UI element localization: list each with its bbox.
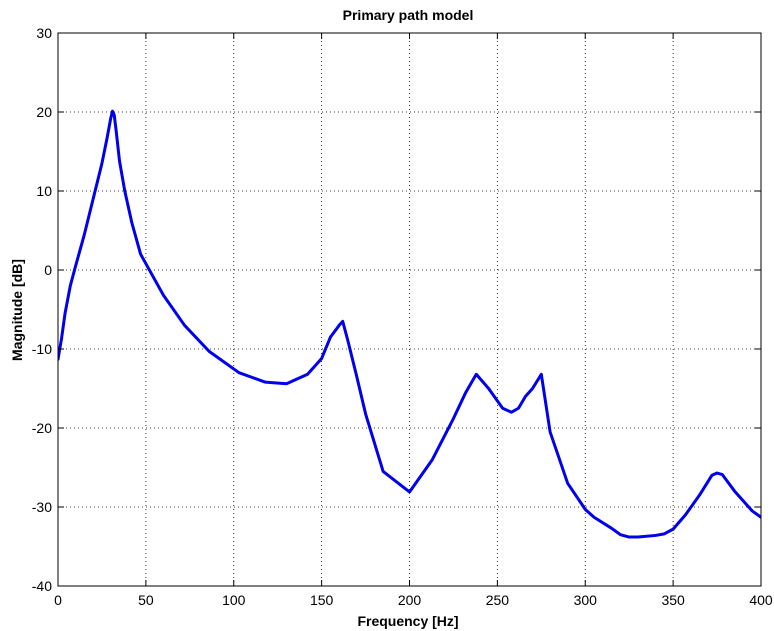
ticks: 0 50 100 150 200 250 300 350 400 -40 -30 -20 -10 0 10 2…: [32, 25, 773, 608]
y-tick-label: 30: [36, 25, 52, 41]
y-tick-label: -10: [32, 341, 52, 357]
y-tick-label: 20: [36, 104, 52, 120]
grid: [58, 33, 761, 586]
x-tick-label: 350: [661, 592, 685, 608]
chart-title: Primary path model: [343, 7, 474, 23]
y-tick-label: -40: [32, 578, 52, 594]
x-tick-label: 400: [749, 592, 773, 608]
series-line: [58, 109, 761, 539]
x-tick-label: 300: [574, 592, 598, 608]
y-tick-label: -20: [32, 420, 52, 436]
y-tick-label: -30: [32, 499, 52, 515]
x-tick-label: 250: [486, 592, 510, 608]
y-axis-title: Magnitude [dB]: [9, 259, 25, 361]
x-tick-label: 100: [222, 592, 246, 608]
x-axis-title: Frequency [Hz]: [357, 613, 458, 629]
series-layer: [58, 109, 761, 539]
x-tick-label: 200: [398, 592, 422, 608]
x-tick-label: 150: [310, 592, 334, 608]
y-tick-label: 0: [44, 262, 52, 278]
x-tick-label: 50: [138, 592, 154, 608]
y-tick-label: 10: [36, 183, 52, 199]
x-tick-label: 0: [54, 592, 62, 608]
